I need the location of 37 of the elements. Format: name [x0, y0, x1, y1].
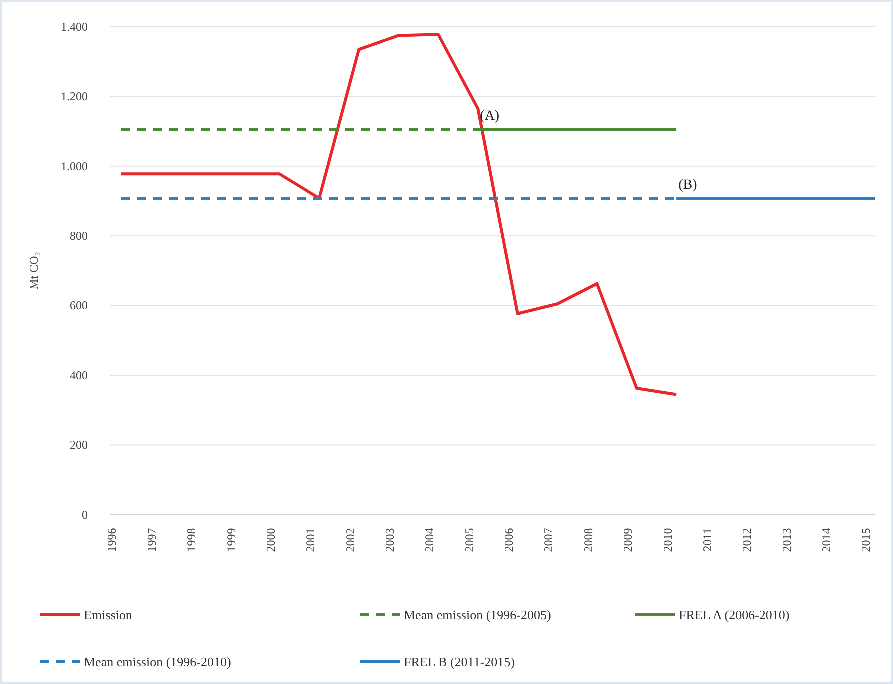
y-tick-label: 0	[82, 508, 88, 522]
annotation: (B)	[678, 178, 698, 193]
legend-label: Mean emission (1996-2010)	[84, 654, 232, 670]
x-tick-label: 2012	[740, 528, 754, 552]
x-tick-label: 2001	[304, 528, 318, 552]
x-tick-label: 2002	[343, 528, 358, 552]
x-tick-label: 2005	[462, 528, 476, 552]
x-tick-label: 2004	[422, 528, 437, 552]
x-tick-label: 2006	[502, 528, 516, 552]
annotation: (A)	[480, 108, 500, 124]
y-axis-title: Mt CO₂	[27, 252, 41, 290]
x-tick-label: 1998	[184, 528, 199, 552]
y-tick-label: 200	[70, 438, 88, 452]
y-tick-label: 800	[70, 228, 88, 243]
legend-label: FREL B (2011-2015)	[404, 654, 515, 670]
y-tick-label: 400	[70, 368, 88, 382]
legend-label: Mean emission (1996-2005)	[404, 608, 552, 623]
line-series	[120, 33, 678, 396]
legend-label: Emission	[84, 608, 133, 623]
x-tick-label: 2010	[660, 528, 675, 552]
x-tick-label: 2009	[621, 528, 636, 552]
y-tick-label: 600	[70, 298, 88, 313]
x-tick-label: 2013	[780, 528, 794, 552]
x-tick-label: 2011	[700, 528, 714, 552]
x-tick-label: 1999	[224, 528, 238, 552]
x-tick-label: 2014	[820, 528, 834, 552]
x-tick-label: 1997	[144, 528, 159, 552]
y-tick-label: 1.000	[61, 159, 88, 174]
x-tick-label: 2007	[542, 528, 556, 552]
y-tick-label: 1.400	[61, 20, 88, 34]
x-tick-label: 2008	[581, 528, 596, 552]
y-tick-label: 1.200	[61, 90, 88, 104]
x-tick-label: 2000	[264, 528, 278, 552]
legend-label: FREL A (2006-2010)	[679, 608, 790, 623]
x-tick-label: 1996	[105, 528, 120, 552]
x-tick-label: 2003	[382, 528, 397, 552]
x-tick-label: 2015	[859, 528, 874, 552]
